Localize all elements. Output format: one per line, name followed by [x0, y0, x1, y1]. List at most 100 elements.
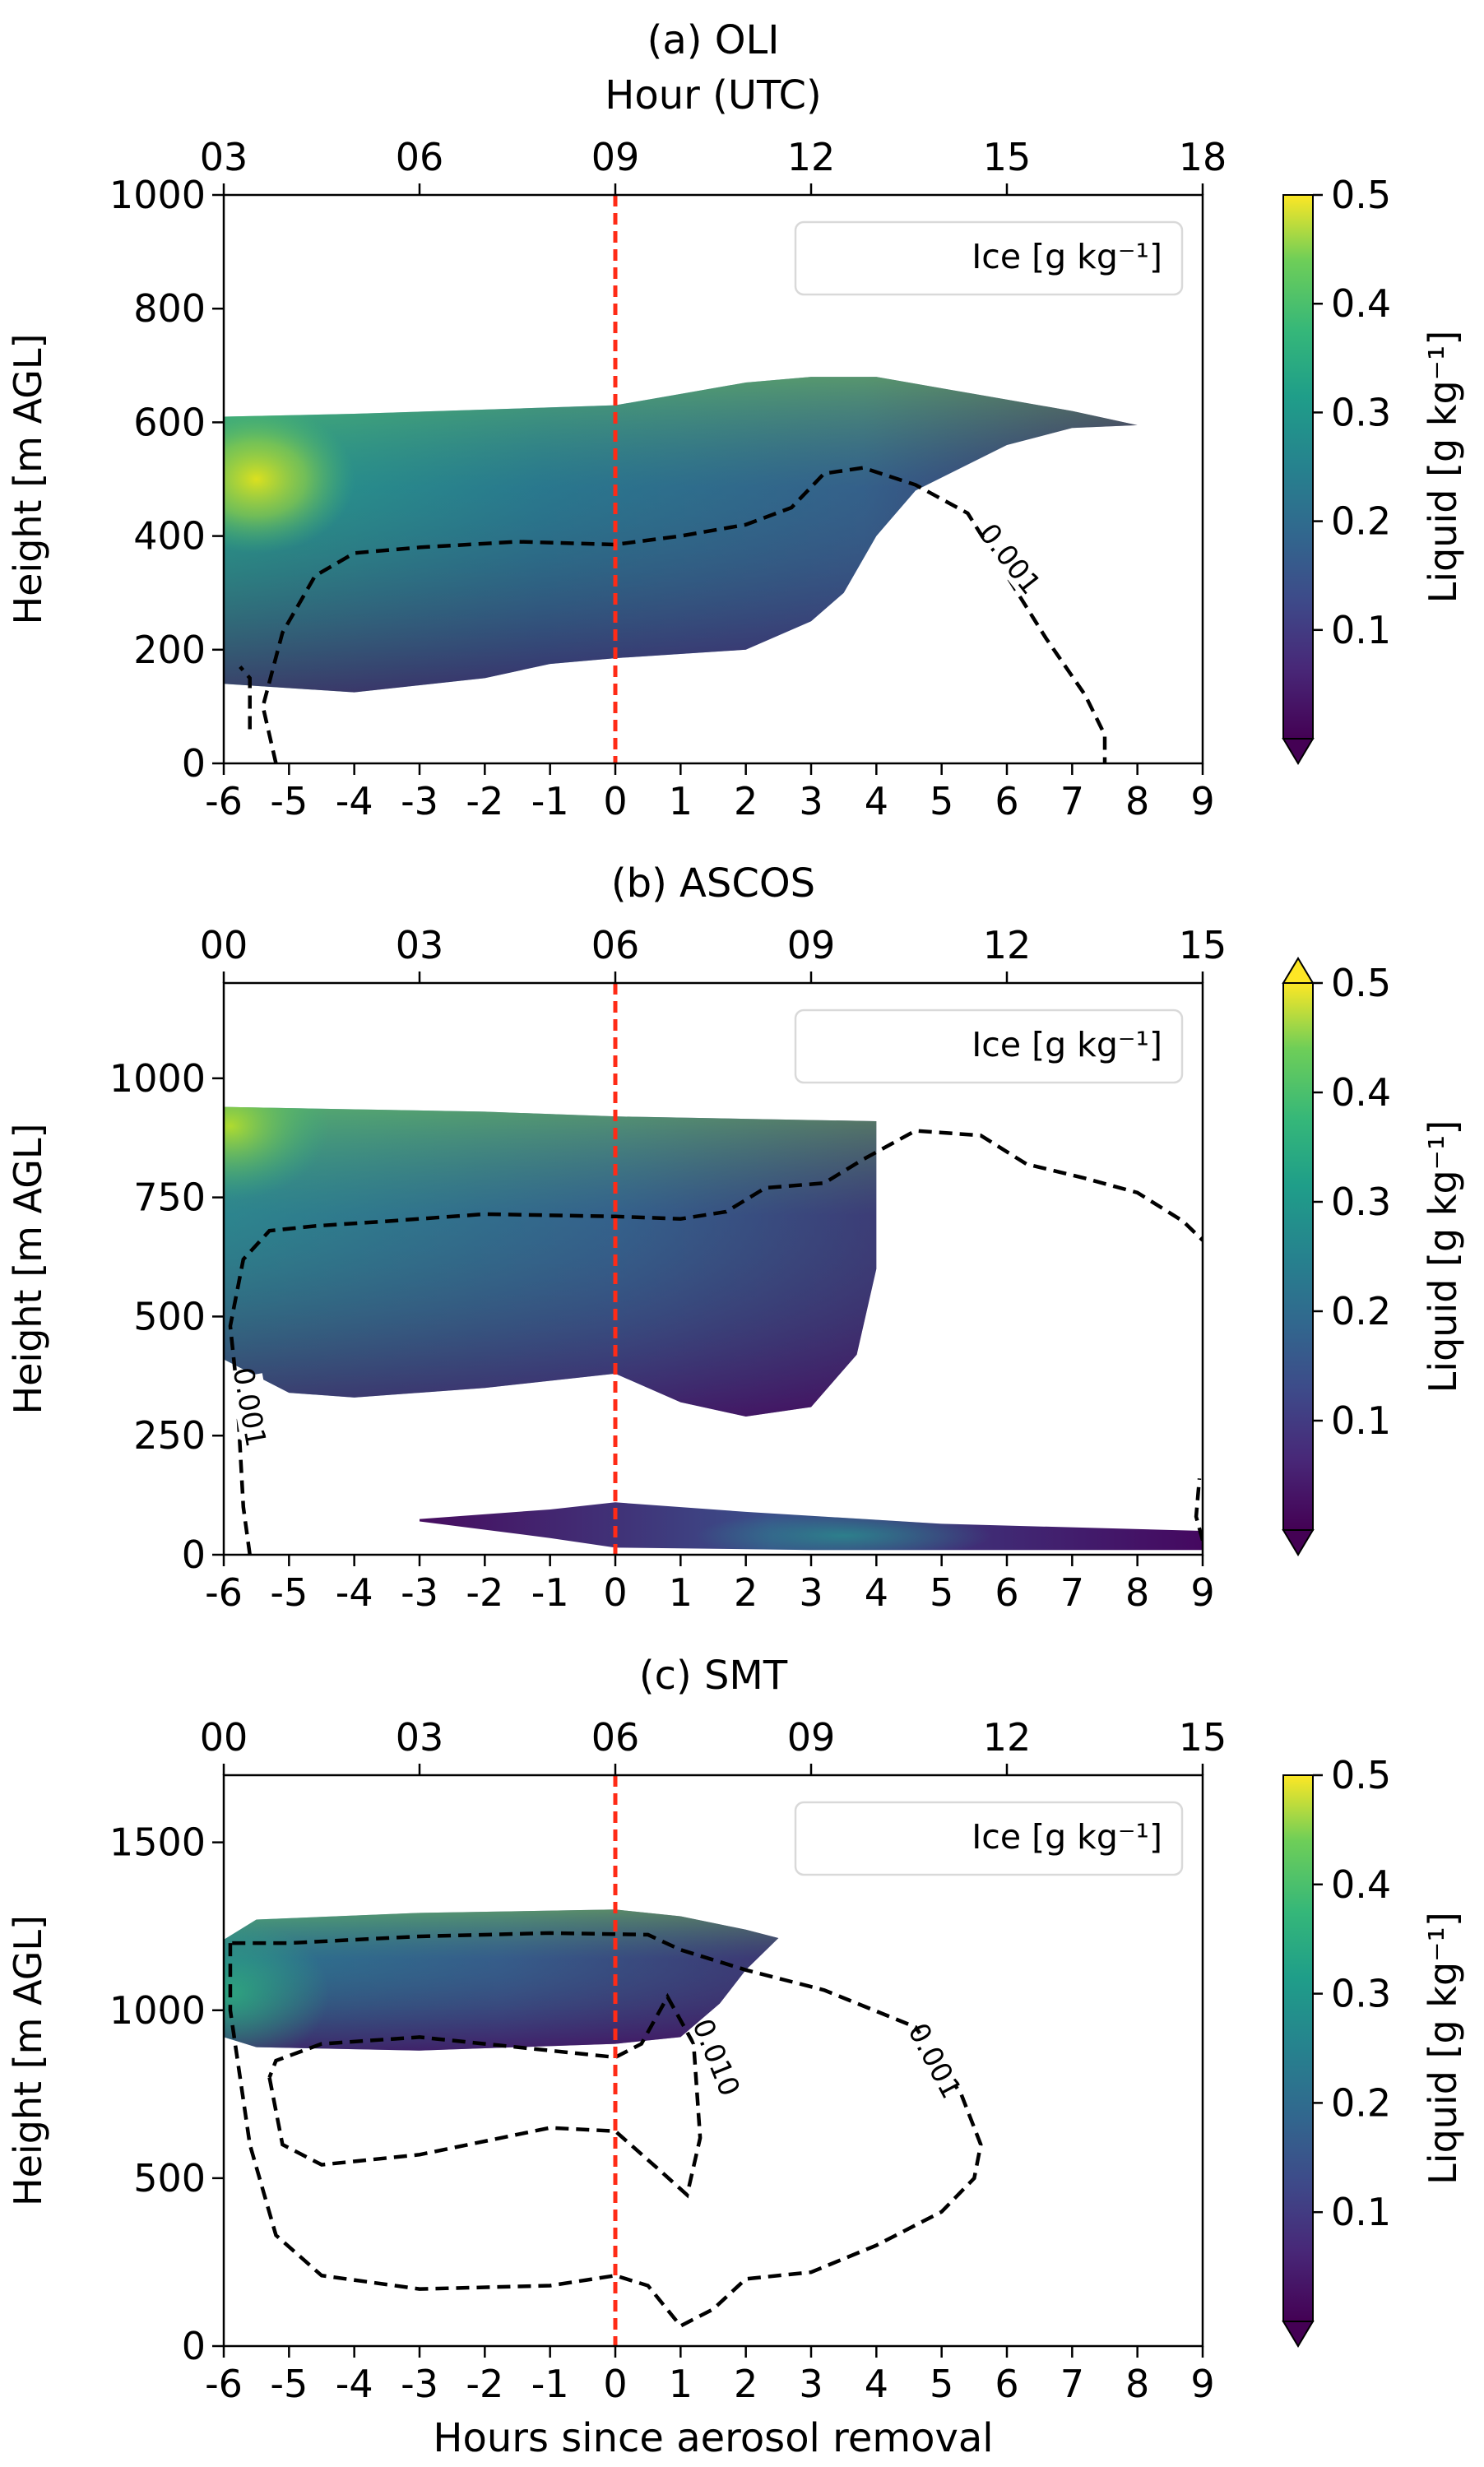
y-tick-label: 800	[133, 286, 206, 331]
panel-title: (c) SMT	[639, 1653, 788, 1699]
contour-label-bg	[230, 1373, 273, 1441]
liquid-cloud-shading	[224, 1909, 779, 2051]
ice-contour	[261, 466, 1107, 763]
colorbar-tick-label: 0.3	[1331, 1180, 1391, 1224]
colorbar-tick-label: 0.2	[1331, 1289, 1391, 1333]
axes-frame	[222, 1774, 1204, 2348]
x-tick-label: 9	[1190, 1570, 1214, 1615]
x-tick-label: 8	[1125, 1570, 1149, 1615]
x-tick-label: 2	[734, 779, 758, 823]
contour-label: 0.001	[901, 2018, 967, 2104]
y-tick-label: 200	[133, 628, 206, 672]
top-axis-label: Hour (UTC)	[605, 72, 821, 118]
x-tick-label: 8	[1125, 779, 1149, 823]
y-tick-label: 1000	[109, 1988, 206, 2033]
y-tick-label: 500	[133, 1294, 206, 1338]
y-tick-label: 0	[182, 1533, 206, 1577]
colorbar-tick-label: 0.3	[1331, 1972, 1391, 2016]
plot-area	[224, 377, 1138, 763]
x-tick-label: -4	[336, 1570, 373, 1615]
liquid-cloud-shading	[224, 1106, 877, 1417]
top-tick-label: 00	[200, 923, 248, 967]
colorbar-tick-label: 0.4	[1331, 281, 1391, 326]
y-axis-label: Height [m AGL]	[6, 334, 50, 625]
ice-contour	[1194, 1478, 1203, 1542]
y-tick-label: 500	[133, 2156, 206, 2200]
x-tick-label: 2	[734, 2362, 758, 2406]
x-tick-label: 6	[995, 779, 1018, 823]
colorbar-extend-min	[1282, 1529, 1315, 1556]
x-tick-label: 1	[669, 1570, 693, 1615]
x-axis-label: Hours since aerosol removal	[433, 2415, 993, 2461]
x-tick-label: 3	[799, 779, 823, 823]
colorbar-tick-label: 0.2	[1331, 2080, 1391, 2125]
legend-box	[794, 220, 1184, 296]
y-tick-label: 1000	[109, 1056, 206, 1101]
x-tick-label: -1	[531, 779, 569, 823]
x-tick-label: 7	[1060, 779, 1084, 823]
colorbar-gradient	[1282, 194, 1314, 740]
y-tick-label: 400	[133, 514, 206, 559]
x-tick-label: -5	[270, 2362, 308, 2406]
colorbar-extend-min	[1282, 738, 1315, 765]
x-tick-label: 4	[865, 1570, 888, 1615]
x-tick-label: -1	[531, 1570, 569, 1615]
x-tick-label: -5	[270, 779, 308, 823]
top-tick-label: 09	[591, 135, 640, 179]
y-tick-label: 0	[182, 2324, 206, 2368]
colorbar-gradient	[1282, 982, 1314, 1531]
x-tick-label: -1	[531, 2362, 569, 2406]
top-tick-label: 15	[1179, 1715, 1227, 1760]
colorbar-tick-label: 0.4	[1331, 1070, 1391, 1115]
colorbar-tick-label: 0.1	[1331, 608, 1391, 652]
top-tick-label: 03	[396, 1715, 444, 1760]
colorbar-extend-min	[1282, 2321, 1315, 2348]
x-tick-label: -2	[466, 1570, 503, 1615]
colorbar: 0.1 0.2 0.3 0.4 0.5 Liquid [g kg⁻¹]	[1282, 957, 1465, 1556]
x-tick-label: 9	[1190, 2362, 1214, 2406]
x-tick-label: -3	[401, 2362, 438, 2406]
x-tick-label: -6	[205, 1570, 243, 1615]
colorbar-extend-max	[1282, 957, 1315, 984]
panel-title: (a) OLI	[647, 17, 780, 63]
liquid-peak	[695, 1510, 992, 1551]
top-tick-label: 06	[591, 1715, 640, 1760]
panel-title: (b) ASCOS	[611, 860, 815, 907]
x-tick-label: 3	[799, 1570, 823, 1615]
liquid-peak	[224, 1106, 329, 1200]
contour-label-bg	[691, 2021, 745, 2092]
legend-label: Ice [g kg⁻¹]	[972, 1025, 1162, 1064]
x-tick-label: 6	[995, 1570, 1018, 1615]
legend-label: Ice [g kg⁻¹]	[972, 237, 1162, 276]
x-tick-label: 0	[603, 1570, 627, 1615]
legend-box	[794, 1801, 1184, 1876]
x-tick-label: 7	[1060, 2362, 1084, 2406]
x-tick-label: 2	[734, 1570, 758, 1615]
contour-label-bg	[907, 2024, 966, 2096]
x-tick-label: -3	[401, 1570, 438, 1615]
x-tick-label: -3	[401, 779, 438, 823]
top-tick-label: 15	[1179, 923, 1227, 967]
top-tick-label: 12	[983, 923, 1032, 967]
top-tick-label: 06	[591, 923, 640, 967]
top-tick-label: 18	[1179, 135, 1227, 179]
y-tick-label: 750	[133, 1176, 206, 1220]
x-tick-label: 8	[1125, 2362, 1149, 2406]
x-tick-label: -5	[270, 1570, 308, 1615]
ice-contour	[228, 1931, 983, 2329]
axes-frame	[222, 981, 1204, 1556]
top-tick-label: 06	[396, 135, 444, 179]
colorbar-tick-label: 0.5	[1331, 173, 1391, 217]
colorbar-label: Liquid [g kg⁻¹]	[1421, 331, 1465, 604]
colorbar-tick-label: 0.4	[1331, 1862, 1391, 1907]
x-tick-label: 9	[1190, 779, 1214, 823]
colorbar-tick-label: 0.3	[1331, 390, 1391, 434]
legend-label: Ice [g kg⁻¹]	[972, 1817, 1162, 1857]
plot-area	[224, 1909, 983, 2329]
x-tick-label: 5	[930, 2362, 953, 2406]
plot-area	[224, 1106, 1203, 1555]
x-tick-label: 0	[603, 779, 627, 823]
